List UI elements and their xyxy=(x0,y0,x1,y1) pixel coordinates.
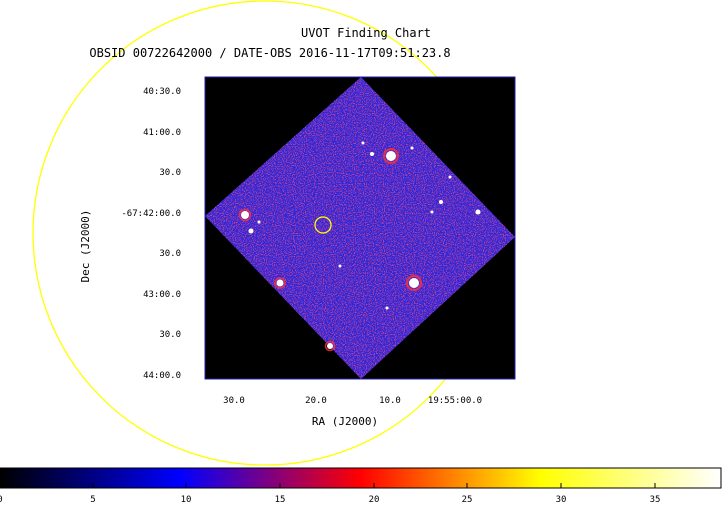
star xyxy=(409,278,419,288)
colorbar-tick-label: 0 xyxy=(0,495,3,505)
star xyxy=(475,209,481,215)
star xyxy=(386,151,396,161)
colorbar-tick-label: 20 xyxy=(369,495,380,505)
stars xyxy=(241,141,481,349)
ra-tick-label: 19:55:00.0 xyxy=(428,396,482,406)
star xyxy=(361,141,365,145)
y-axis-label: Dec (J2000) xyxy=(79,210,92,283)
star xyxy=(241,211,249,219)
exposure-field xyxy=(205,77,515,379)
star xyxy=(410,146,414,150)
star xyxy=(430,210,434,214)
chart-title: UVOT Finding Chart xyxy=(301,26,431,40)
ra-tick-label: 20.0 xyxy=(305,396,327,406)
star xyxy=(248,228,254,234)
dec-tick-label: 40:30.0 xyxy=(143,87,181,97)
dec-tick-label: -67:42:00.0 xyxy=(121,209,181,219)
ra-tick-label: 30.0 xyxy=(223,396,245,406)
colorbar-ticks xyxy=(0,483,656,488)
dec-tick-label: 41:00.0 xyxy=(143,128,181,138)
star xyxy=(257,220,261,224)
star xyxy=(385,306,389,310)
colorbar-tick-label: 35 xyxy=(650,495,661,505)
dec-tick-label: 43:00.0 xyxy=(143,290,181,300)
colorbar-tick-label: 10 xyxy=(181,495,192,505)
star xyxy=(439,200,443,204)
colorbar xyxy=(0,467,722,489)
dec-tick-label: 44:00.0 xyxy=(143,371,181,381)
ra-tick-label: 10.0 xyxy=(379,396,401,406)
dec-tick-label: 30.0 xyxy=(159,330,181,340)
colorbar-tick-label: 30 xyxy=(556,495,567,505)
colorbar-tick-labels: 0 5 10 15 20 25 30 35 xyxy=(0,495,660,505)
colorbar-tick-label: 5 xyxy=(90,495,95,505)
x-axis-label: RA (J2000) xyxy=(312,415,378,428)
star xyxy=(327,343,333,349)
ra-tick-labels: 30.0 20.0 10.0 19:55:00.0 xyxy=(223,396,482,406)
target-circle xyxy=(314,216,332,234)
star xyxy=(276,279,284,287)
chart-subtitle: OBSID 00722642000 / DATE-OBS 2016-11-17T… xyxy=(89,46,450,60)
dec-tick-label: 30.0 xyxy=(159,249,181,259)
star-halos xyxy=(238,148,422,352)
star xyxy=(448,175,452,179)
colorbar-tick-label: 25 xyxy=(462,495,473,505)
star xyxy=(370,152,374,156)
dec-tick-labels: 40:30.0 41:00.0 30.0 -67:42:00.0 30.0 43… xyxy=(121,87,181,381)
dec-tick-label: 30.0 xyxy=(159,168,181,178)
colorbar-tick-label: 15 xyxy=(275,495,286,505)
star xyxy=(338,264,342,268)
